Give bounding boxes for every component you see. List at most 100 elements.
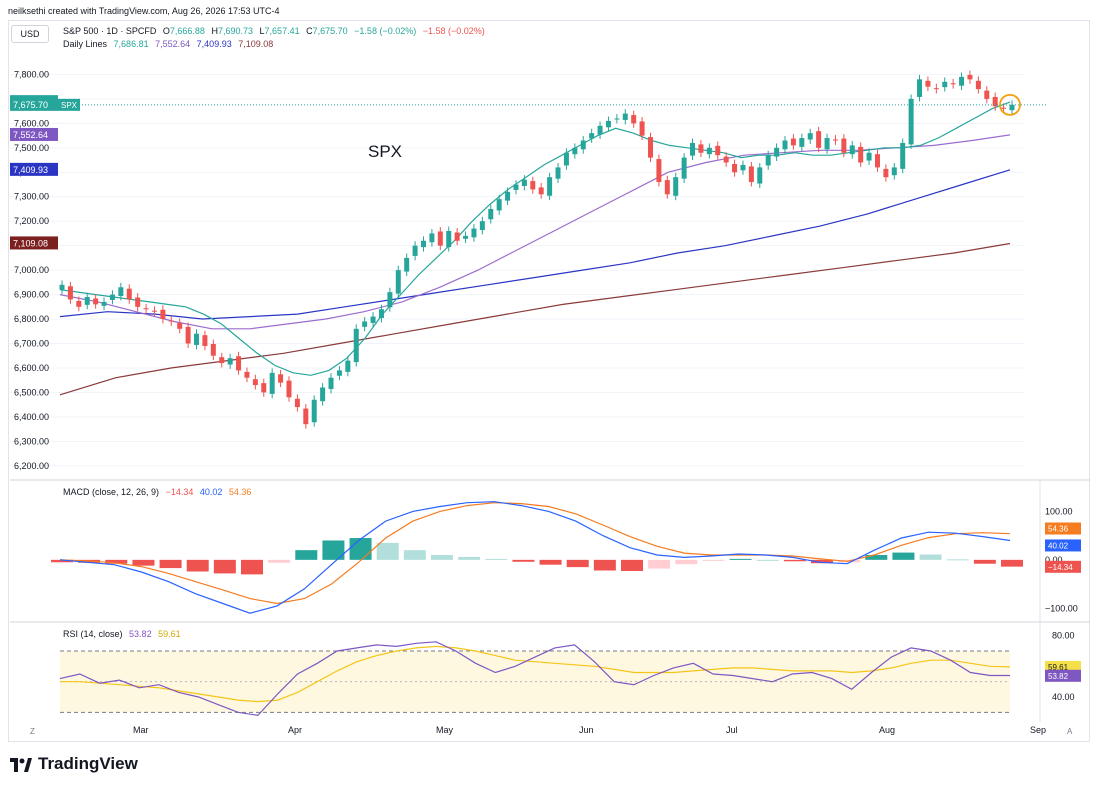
rsi-tag [1045, 669, 1081, 682]
candle-body [336, 370, 342, 376]
candle-body [950, 83, 956, 85]
macd-value-tag [1045, 539, 1081, 552]
candle-body [631, 115, 637, 124]
time-axis-label: Jun [579, 725, 594, 735]
candle-body [362, 321, 368, 327]
macd-value-tag-label: 40.02 [1048, 541, 1069, 550]
symbol-legend: S&P 500 · 1D · SPCFD O7,666.88 H7,690.73… [63, 26, 489, 36]
candle-body [261, 383, 267, 393]
tradingview-logo: TradingView [10, 754, 138, 774]
macd-histogram-bar [539, 559, 562, 565]
candle-body [177, 322, 183, 329]
candle-body [210, 343, 216, 356]
ma100-value: 7,409.93 [196, 39, 232, 49]
auto-scale-button[interactable]: A [1067, 727, 1073, 736]
candle-body [748, 166, 754, 183]
macd-value-tag-label: 54.36 [1048, 525, 1069, 534]
price-tag [10, 162, 58, 176]
candle-body [328, 377, 334, 389]
candle-body [774, 147, 780, 157]
candle-body [454, 232, 460, 241]
candle-body [656, 159, 662, 183]
macd-line [59, 501, 1011, 614]
macd-signal-line [59, 502, 1011, 605]
candle-body [126, 288, 132, 300]
macd-histogram-bar [729, 558, 752, 560]
price-axis-label: 7,500.00 [14, 143, 49, 153]
price-axis-label: 6,900.00 [14, 290, 49, 300]
macd-histogram-bar [403, 550, 426, 560]
candle-body [967, 74, 973, 80]
candle-body [286, 380, 292, 398]
candle-body [437, 231, 443, 246]
candle-body [67, 286, 73, 300]
macd-histogram-bar [621, 559, 643, 571]
change-value: −1.58 (−0.02%) [354, 26, 417, 36]
candle-body [1001, 107, 1007, 109]
macd-histogram-bar [919, 554, 942, 560]
currency-button[interactable]: USD [11, 25, 49, 43]
candle-body [690, 142, 696, 156]
candle-body [832, 139, 838, 141]
candle-body [429, 233, 435, 243]
candle-body [563, 152, 569, 166]
price-axis-label: 6,200.00 [14, 461, 49, 471]
tradingview-brand: TradingView [38, 754, 138, 773]
candle-body [143, 308, 149, 310]
candle-body [824, 138, 830, 150]
macd-histogram-bar [512, 559, 535, 562]
macd-histogram-bar [322, 540, 345, 560]
candle-body [917, 79, 923, 97]
candle-body [597, 125, 603, 135]
macd-histogram-bar [648, 559, 671, 569]
candle-body [849, 145, 855, 155]
candle-body [471, 228, 477, 238]
candle-body [858, 146, 864, 163]
candle-body [639, 121, 645, 136]
macd-histogram-bar [349, 538, 372, 560]
macd-value-tag [1045, 560, 1081, 573]
macd-axis-label: 0.00 [1045, 555, 1063, 565]
candle-body [278, 374, 284, 383]
price-axis-label: 6,400.00 [14, 412, 49, 422]
candle-body [244, 371, 250, 378]
spx-annotation: SPX [368, 142, 402, 161]
rsi-legend-label[interactable]: RSI (14, close) [63, 629, 123, 639]
candle-body [530, 181, 536, 190]
macd-histogram-bar [132, 559, 155, 566]
symbol-name[interactable]: S&P 500 · 1D · SPCFD [63, 26, 157, 36]
close-label: C [306, 26, 313, 36]
macd-histogram-bar [105, 559, 128, 564]
ma200-value: 7,109.08 [238, 39, 274, 49]
candle-body [908, 98, 914, 145]
low-number: 7,657.41 [264, 26, 300, 36]
macd-legend-label[interactable]: MACD (close, 12, 26, 9) [63, 487, 160, 497]
close-number: 7,675.70 [312, 26, 348, 36]
price-tag-label: 7,675.70 [13, 100, 48, 110]
low-label: L [259, 26, 265, 36]
symbol-tag-label: SPX [61, 101, 78, 110]
candle-body [84, 297, 90, 305]
ma-legend-label[interactable]: Daily Lines [63, 39, 108, 49]
price-tag-label: 7,109.08 [13, 238, 48, 248]
macd-value-tag [1045, 522, 1081, 535]
macd-histogram-bar [973, 559, 996, 564]
high-value: H7,690.73 [211, 26, 253, 36]
rsi-legend: RSI (14, close) 53.82 59.61 [63, 629, 185, 639]
candle-body [185, 326, 191, 344]
candle-body [673, 177, 679, 196]
candle-body [412, 245, 418, 256]
candle-body [479, 221, 485, 231]
corner-left-button[interactable]: Z [30, 727, 35, 736]
candle-body [387, 292, 393, 308]
macd-histogram-bar [756, 559, 779, 561]
time-axis-label: Jul [726, 725, 738, 735]
ma50-value: 7,552.64 [155, 39, 191, 49]
rsi-ma-tag-label: 59.61 [1048, 663, 1069, 672]
candle-body [160, 309, 166, 320]
candle-body [353, 328, 359, 363]
tradingview-logo-icon [10, 757, 32, 772]
candle-body [404, 257, 410, 272]
macd-histogram-bar [675, 559, 698, 565]
